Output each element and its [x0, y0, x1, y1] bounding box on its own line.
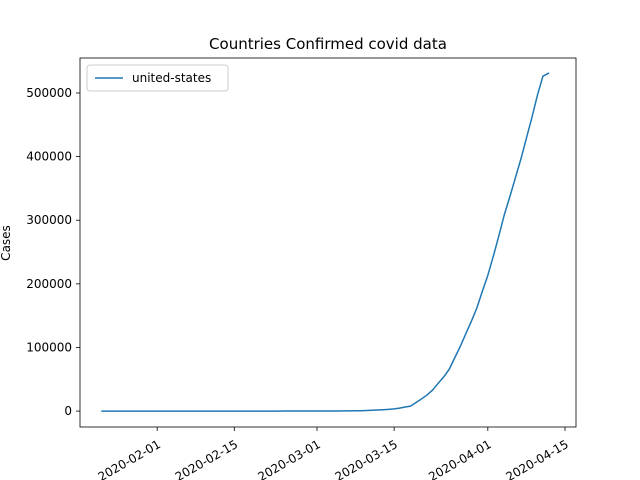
y-tick-label: 100000 [26, 340, 72, 354]
plot-frame [79, 57, 577, 428]
series-line-united-states [101, 72, 550, 412]
y-tick-label: 500000 [26, 86, 72, 100]
y-tick-label: 300000 [26, 213, 72, 227]
y-axis-label: Cases [0, 225, 13, 261]
y-tick-label: 0 [64, 404, 72, 418]
legend-box [86, 64, 229, 92]
y-tick-label: 400000 [26, 150, 72, 164]
legend: united-states [86, 64, 229, 92]
plot-area [79, 57, 577, 428]
series-layer [101, 72, 550, 412]
y-axis: 0 100000 200000 300000 400000 500000 [26, 86, 80, 418]
chart-title: Countries Confirmed covid data [209, 35, 447, 53]
y-tick-label: 200000 [26, 277, 72, 291]
legend-label: united-states [132, 71, 211, 85]
